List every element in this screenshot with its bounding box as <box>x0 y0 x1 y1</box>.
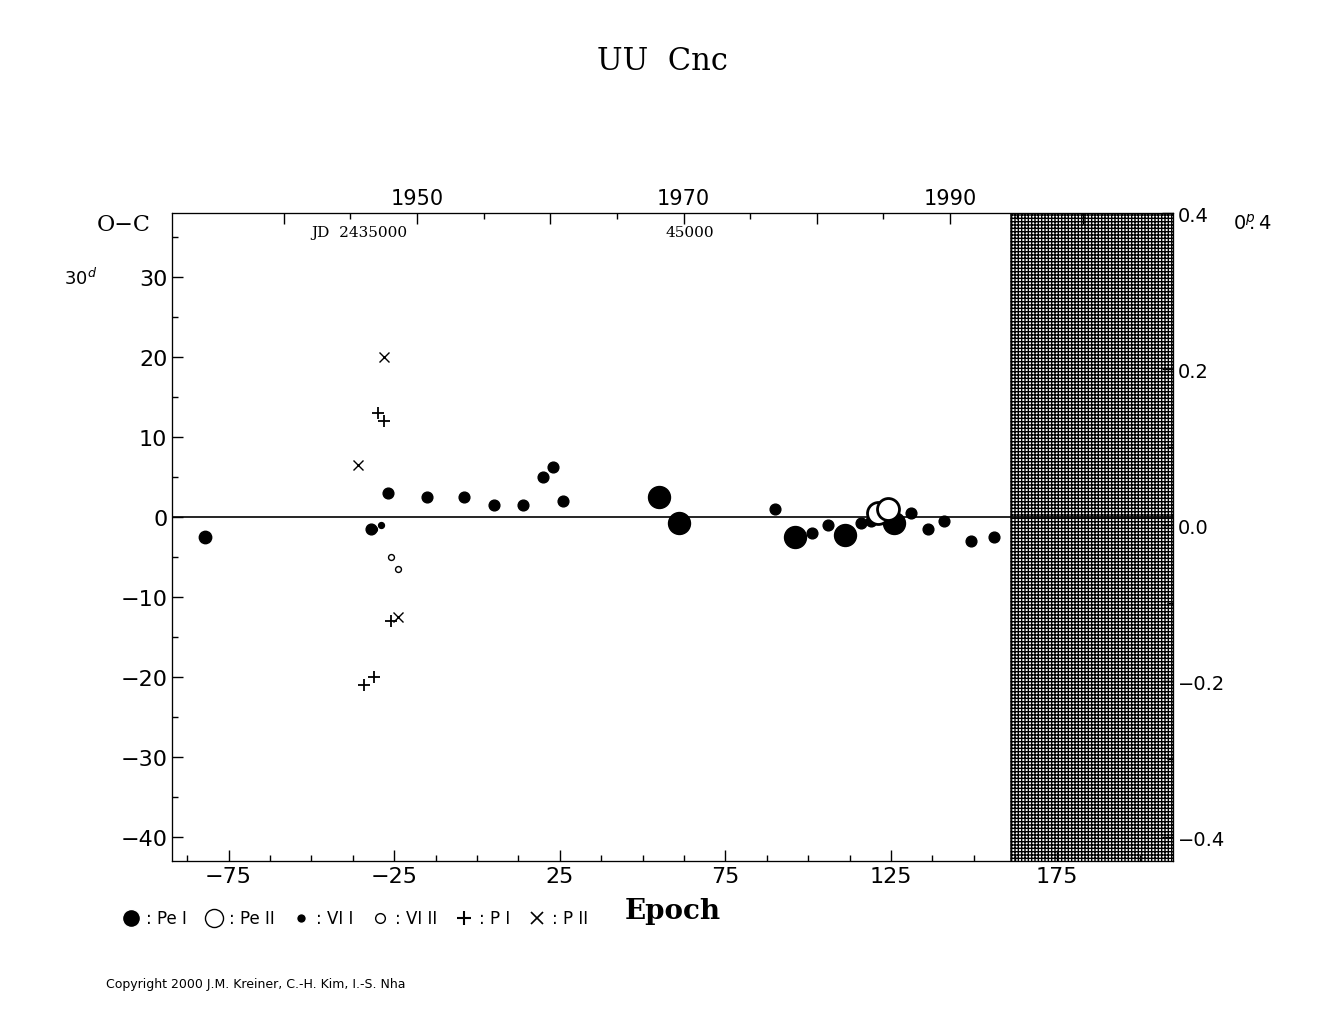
Point <box>453 489 474 505</box>
Point <box>195 529 216 545</box>
Point <box>376 485 398 501</box>
Point <box>765 501 786 518</box>
Point <box>360 522 382 538</box>
Text: $30^d$: $30^d$ <box>64 267 97 288</box>
Point <box>482 497 504 514</box>
Point <box>884 516 905 532</box>
Point <box>800 526 822 542</box>
Text: Copyright 2000 J.M. Kreiner, C.-H. Kim, I.-S. Nha: Copyright 2000 J.M. Kreiner, C.-H. Kim, … <box>106 977 405 990</box>
Point <box>668 516 689 532</box>
Point <box>835 527 856 543</box>
Point <box>933 514 954 530</box>
Text: O−C: O−C <box>97 214 151 236</box>
Point <box>784 529 806 545</box>
Point <box>380 549 401 566</box>
Legend: : Pe I, : Pe II, : VI I, : VI II, : P I, : P II: : Pe I, : Pe II, : VI I, : VI II, : P I,… <box>114 903 595 934</box>
Point <box>917 522 938 538</box>
Point <box>861 514 882 530</box>
Text: UU  Cnc: UU Cnc <box>598 46 727 76</box>
Point <box>387 561 408 578</box>
Point <box>867 505 888 522</box>
Text: JD  2435000: JD 2435000 <box>311 226 408 239</box>
Point <box>851 516 872 532</box>
Text: $0^p\!\!.4$: $0^p\!\!.4$ <box>1232 214 1272 234</box>
Point <box>983 529 1004 545</box>
Point <box>543 460 564 476</box>
Text: 45000: 45000 <box>665 226 714 239</box>
X-axis label: Epoch: Epoch <box>624 897 721 924</box>
Point <box>901 505 922 522</box>
Point <box>370 518 392 534</box>
Point <box>416 489 437 505</box>
Point <box>877 501 898 518</box>
Point <box>818 518 839 534</box>
Point <box>959 533 980 549</box>
Point <box>553 493 574 510</box>
Point <box>513 497 534 514</box>
Point <box>649 489 669 505</box>
Point <box>533 470 554 486</box>
Point <box>363 522 384 538</box>
Bar <box>1010 214 1173 861</box>
